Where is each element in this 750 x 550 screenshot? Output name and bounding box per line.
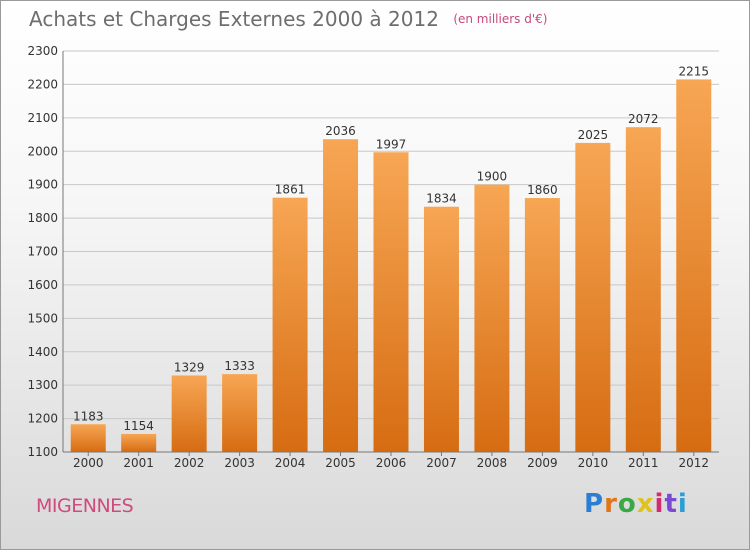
commune-name: MIGENNES [36, 495, 134, 517]
bar-2011 [625, 127, 661, 452]
logo-letter: i [677, 489, 688, 519]
bar-2010 [575, 142, 611, 453]
x-tick-label: 2001 [123, 456, 154, 470]
logo-letter: i [654, 489, 665, 519]
y-tick-label: 1400 [27, 345, 58, 359]
data-label: 1900 [477, 170, 508, 184]
x-tick-label: 2002 [174, 456, 205, 470]
logo-letter: x [636, 489, 655, 519]
bar-2006 [373, 152, 409, 452]
logo-letter: t [664, 489, 678, 519]
data-label: 1834 [426, 192, 457, 206]
axes: 1100 1200 1300 1400 1500 1600 1700 1800 1900 2000… [27, 44, 719, 470]
x-tick-label: 2004 [275, 456, 306, 470]
bar-2008 [474, 184, 510, 452]
bar-2012 [676, 79, 712, 452]
x-tick-label: 2009 [527, 456, 558, 470]
x-tick-label: 2000 [73, 456, 104, 470]
logo-letter: r [604, 489, 618, 519]
data-label: 1183 [73, 409, 104, 423]
y-tick-label: 1200 [27, 412, 58, 426]
data-label: 1997 [376, 137, 407, 151]
data-label: 1860 [527, 183, 558, 197]
bar-2004 [272, 197, 308, 452]
y-tick-label: 2000 [27, 144, 58, 158]
bar-2000 [70, 424, 106, 452]
data-label: 2025 [578, 128, 609, 142]
data-label: 1329 [174, 360, 205, 374]
y-tick-label: 1600 [27, 278, 58, 292]
bar-2001 [121, 433, 157, 452]
proxiti-logo: Proxiti [584, 489, 688, 519]
y-tick-label: 2300 [27, 44, 58, 58]
x-tick-label: 2007 [426, 456, 457, 470]
data-label: 2072 [628, 112, 659, 126]
x-tick-label: 2011 [628, 456, 659, 470]
bar-2002 [171, 375, 207, 452]
data-label: 1861 [275, 183, 306, 197]
bar-2003 [222, 374, 258, 452]
bar-2005 [323, 139, 359, 452]
y-tick-label: 1500 [27, 311, 58, 325]
bar-2009 [524, 198, 560, 452]
x-tick-label: 2008 [477, 456, 508, 470]
chart-unit: (en milliers d'€) [453, 12, 548, 26]
y-tick-label: 1300 [27, 378, 58, 392]
chart-title-line: Achats et Charges Externes 2000 à 2012 (… [29, 7, 547, 31]
chart-title: Achats et Charges Externes 2000 à 2012 [29, 7, 439, 31]
x-tick-label: 2012 [678, 456, 709, 470]
x-tick-label: 2005 [325, 456, 356, 470]
y-tick-label: 1900 [27, 178, 58, 192]
y-tick-label: 1800 [27, 211, 58, 225]
y-tick-label: 2100 [27, 111, 58, 125]
bars [70, 79, 712, 453]
logo-letter: P [584, 489, 605, 519]
x-tick-label: 2006 [376, 456, 407, 470]
bar-2007 [423, 206, 459, 452]
y-tick-label: 1100 [27, 445, 58, 459]
x-tick-label: 2003 [224, 456, 255, 470]
data-label: 2036 [325, 124, 356, 138]
data-label: 1333 [224, 359, 255, 373]
data-labels: 1183 1154 1329 1333 1861 2036 1997 1834 1900 1860… [73, 64, 709, 433]
y-tick-label: 1700 [27, 245, 58, 259]
y-tick-label: 2200 [27, 77, 58, 91]
data-label: 2215 [678, 64, 709, 78]
x-tick-label: 2010 [578, 456, 609, 470]
logo-letter: o [617, 489, 637, 519]
data-label: 1154 [123, 419, 154, 433]
